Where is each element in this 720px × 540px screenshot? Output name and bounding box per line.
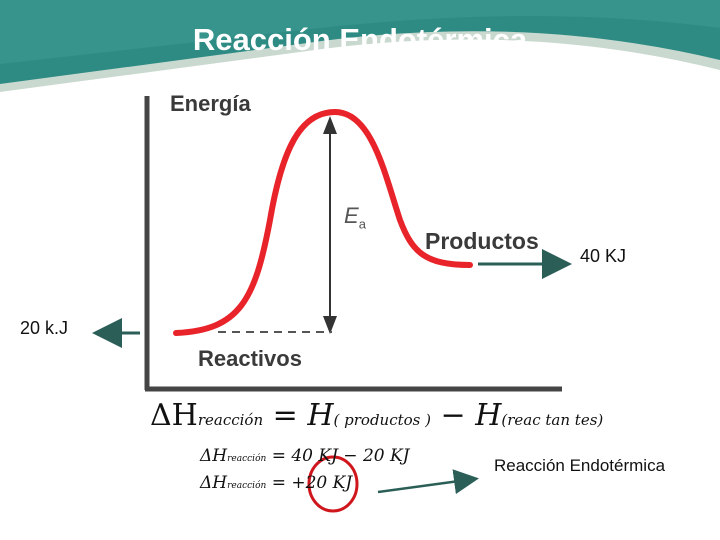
result-arrow: [377, 469, 479, 495]
activation-energy-arrow: [323, 116, 337, 334]
side-reaction-label: Reacción Endotérmica: [494, 456, 666, 475]
page-title: Reacción Endotérmica: [192, 22, 528, 57]
reaction-curve: [173, 108, 473, 336]
highlight-circle: [307, 455, 359, 513]
header-banner: [0, 0, 720, 95]
activation-energy-label: Ea: [344, 203, 366, 232]
reactants-value: 20 k.J: [20, 318, 69, 338]
enthalpy-substitution: ΔHreacción = 40 KJ − 20 KJ: [200, 446, 410, 466]
axis-label-energy: Energía: [170, 91, 251, 116]
energy-axes: [144, 96, 562, 392]
products-value: 40 KJ: [580, 246, 627, 266]
enthalpy-result: ΔHreacción = +20 KJ: [200, 473, 353, 493]
products-label: Productos: [425, 228, 539, 254]
enthalpy-equation: ΔHreacción = H( productos ) − H(reac tan…: [150, 398, 604, 433]
reactants-label: Reactivos: [198, 346, 302, 371]
